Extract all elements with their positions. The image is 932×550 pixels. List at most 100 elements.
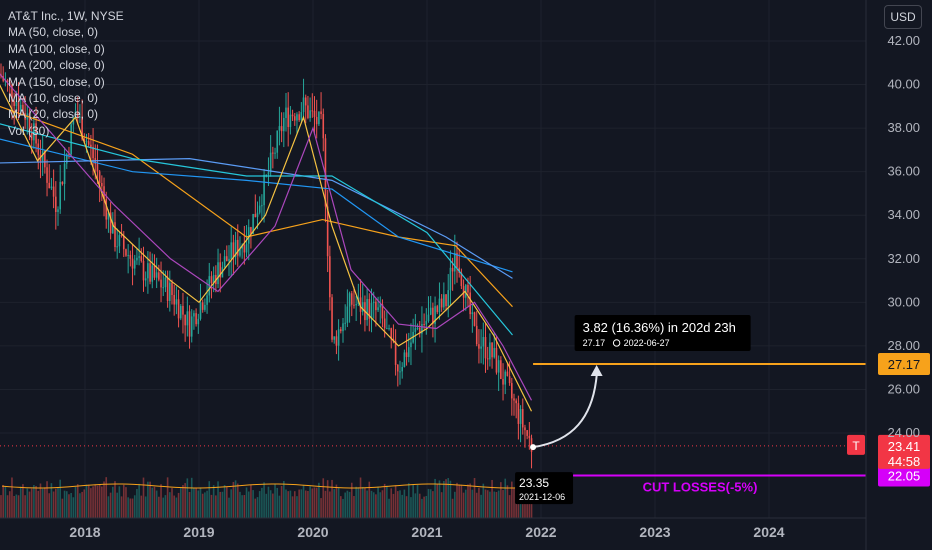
volume-bar [245, 487, 248, 518]
candle-body [519, 409, 522, 424]
volume-bar [158, 496, 160, 518]
candle-body [337, 329, 340, 346]
legend-ma-50[interactable]: MA (50, close, 0) [8, 25, 99, 40]
volume-bar [449, 480, 452, 518]
volume-bar [451, 498, 454, 518]
entry-label-box [515, 472, 574, 505]
volume-bar [250, 485, 252, 518]
volume-bar [296, 496, 298, 518]
volume-bar [324, 490, 327, 518]
symbol-flag[interactable] [847, 434, 865, 455]
volume-bar [342, 498, 344, 518]
candle-body [436, 306, 439, 313]
volume-bar [429, 489, 432, 518]
candle-body [90, 144, 92, 148]
volume-bar [234, 480, 237, 518]
y-tick-label: 28.00 [887, 338, 920, 353]
candle-body [484, 337, 487, 359]
legend-vol-30[interactable]: Vol (30) [8, 123, 50, 138]
volume-bar [55, 488, 57, 518]
x-tick-label: 2024 [753, 524, 784, 540]
candle-body [41, 150, 44, 162]
volume-bar [72, 497, 75, 518]
volume-bar [50, 483, 53, 518]
volume-bar [353, 496, 355, 518]
stop-price-tag [878, 464, 930, 487]
candle-body [136, 257, 138, 261]
volume-bar [484, 489, 487, 518]
volume-bar [469, 483, 471, 518]
volume-bar [500, 482, 502, 518]
candle-body [228, 258, 230, 262]
candle-body [258, 205, 261, 213]
volume-bar [68, 494, 70, 518]
volume-ma-line [1, 483, 531, 489]
volume-bar [513, 488, 515, 518]
volume-bar [127, 497, 129, 518]
volume-bar [171, 488, 173, 518]
volume-bar [486, 490, 489, 518]
candle-body [368, 299, 371, 319]
candle-body [287, 107, 289, 128]
volume-bar [28, 491, 31, 518]
candle-body [370, 303, 373, 319]
volume-bar [90, 488, 92, 518]
candle-body [171, 282, 173, 295]
volume-bar [318, 482, 320, 518]
legend-ma-20[interactable]: MA (20, close, 0) [8, 107, 99, 122]
candle-body [497, 360, 500, 373]
volume-bar [397, 491, 399, 518]
volume-bar [287, 491, 289, 518]
volume-bar [258, 491, 261, 518]
candle-body [173, 294, 175, 305]
candle-body [267, 172, 270, 175]
candle-body [451, 267, 454, 272]
volume-bar [331, 479, 333, 518]
volume-bar [76, 484, 79, 518]
legend-ma-100[interactable]: MA (100, close, 0) [8, 41, 105, 56]
bar-countdown: 44:58 [888, 454, 921, 469]
candle-body [342, 323, 344, 332]
candle-body [449, 267, 452, 291]
volume-bar [147, 481, 149, 518]
candle-body [372, 301, 375, 304]
candle-body [162, 287, 165, 289]
candle-body [210, 276, 213, 284]
volume-bar [372, 492, 375, 518]
candle-body [350, 293, 353, 305]
candle-body [418, 327, 421, 334]
target-price-label: 27.17 [888, 357, 921, 372]
candle-body [285, 107, 287, 118]
volume-bar [346, 490, 349, 518]
candle-body [274, 152, 276, 154]
volume-bar [85, 484, 88, 518]
legend-ma-10[interactable]: MA (10, close, 0) [8, 91, 99, 106]
candle-body [447, 290, 450, 307]
volume-bar [164, 495, 167, 518]
measure-arrowhead [590, 364, 603, 376]
candle-body [506, 371, 509, 377]
candle-body [101, 183, 103, 187]
x-tick-label: 2018 [69, 524, 100, 540]
volume-bar [228, 497, 230, 518]
y-tick-label: 34.00 [887, 207, 920, 222]
volume-bar [370, 490, 373, 518]
volume-bar [149, 481, 151, 518]
legend-ma-150[interactable]: MA (150, close, 0) [8, 74, 105, 89]
candle-body [504, 371, 507, 385]
legend-symbol[interactable]: AT&T Inc., 1W, NYSE [8, 9, 124, 23]
candle-body [377, 307, 379, 311]
legend-ma-200[interactable]: MA (200, close, 0) [8, 58, 105, 73]
volume-bar [438, 480, 441, 518]
candle-body [322, 114, 325, 139]
volume-bar [511, 481, 513, 518]
currency-button[interactable]: USD [884, 5, 922, 29]
candle-body [399, 371, 401, 373]
candle-body [153, 265, 156, 278]
volume-bar [263, 482, 265, 518]
volume-bar [528, 497, 531, 518]
measure-start-point[interactable] [530, 444, 537, 451]
volume-bar [175, 497, 178, 518]
